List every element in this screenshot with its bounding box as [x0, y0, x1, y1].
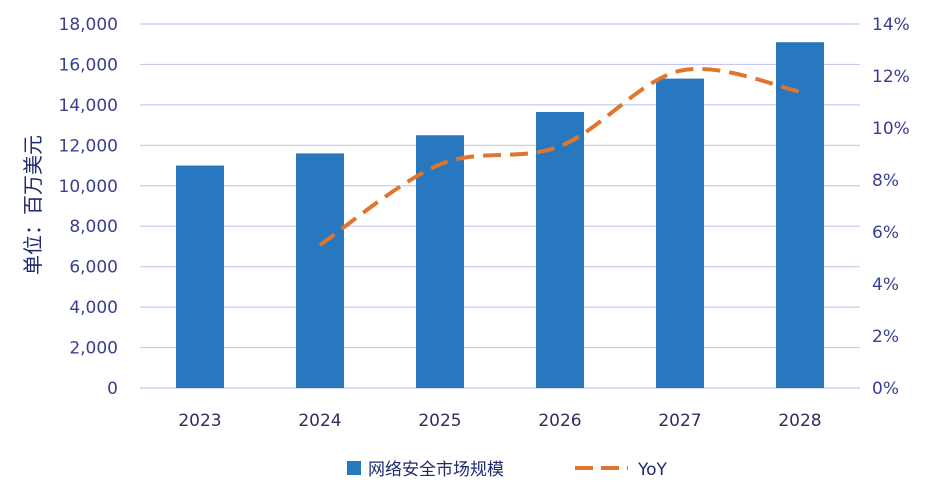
- y-tick-label: 4,000: [69, 298, 118, 318]
- y2-tick-label: 4%: [872, 275, 899, 295]
- y-tick-label: 12,000: [59, 136, 118, 156]
- y-tick-label: 18,000: [59, 15, 118, 35]
- y2-tick-label: 10%: [872, 119, 910, 139]
- legend: 网络安全市场规模 YoY: [347, 460, 668, 480]
- y-axis-label: 单位：百万美元: [21, 135, 45, 275]
- x-tick-label: 2025: [418, 411, 461, 431]
- yoy-line: [318, 66, 801, 247]
- gridlines: [140, 23, 860, 389]
- y2-tick-label: 6%: [872, 223, 899, 243]
- x-tick-label: 2028: [778, 411, 821, 431]
- x-tick-label: 2027: [658, 411, 701, 431]
- right-axis-ticks: 0% 2% 4% 6% 8% 10% 12% 14%: [872, 15, 910, 399]
- x-tick-label: 2024: [298, 411, 341, 431]
- y-tick-label: 16,000: [59, 55, 118, 75]
- y-tick-label: 14,000: [59, 96, 118, 116]
- y2-tick-label: 0%: [872, 379, 899, 399]
- bar-2024: [296, 153, 344, 388]
- y-tick-label: 8,000: [69, 217, 118, 237]
- legend-line-label: YoY: [637, 460, 668, 480]
- x-tick-label: 2023: [178, 411, 221, 431]
- y-tick-label: 6,000: [69, 258, 118, 278]
- y-tick-label: 10,000: [59, 177, 118, 197]
- y-tick-label: 2,000: [69, 339, 118, 359]
- x-tick-label: 2026: [538, 411, 581, 431]
- bar-2027: [656, 78, 704, 388]
- x-axis-ticks: 2023 2024 2025 2026 2027 2028: [178, 411, 821, 431]
- y2-tick-label: 12%: [872, 67, 910, 87]
- bar-2028: [776, 42, 824, 388]
- bar-2025: [416, 135, 464, 388]
- y2-tick-label: 14%: [872, 15, 910, 35]
- legend-bar-label: 网络安全市场规模: [368, 460, 504, 480]
- bars: [176, 42, 824, 388]
- y2-tick-label: 8%: [872, 171, 899, 191]
- bar-2026: [536, 111, 584, 388]
- left-axis-ticks: 0 2,000 4,000 6,000 8,000 10,000 12,000 14,000 1…: [59, 15, 118, 399]
- bar-2023: [176, 165, 224, 388]
- legend-bar-swatch: [347, 461, 361, 475]
- y-tick-label: 0: [107, 379, 118, 399]
- y2-tick-label: 2%: [872, 327, 899, 347]
